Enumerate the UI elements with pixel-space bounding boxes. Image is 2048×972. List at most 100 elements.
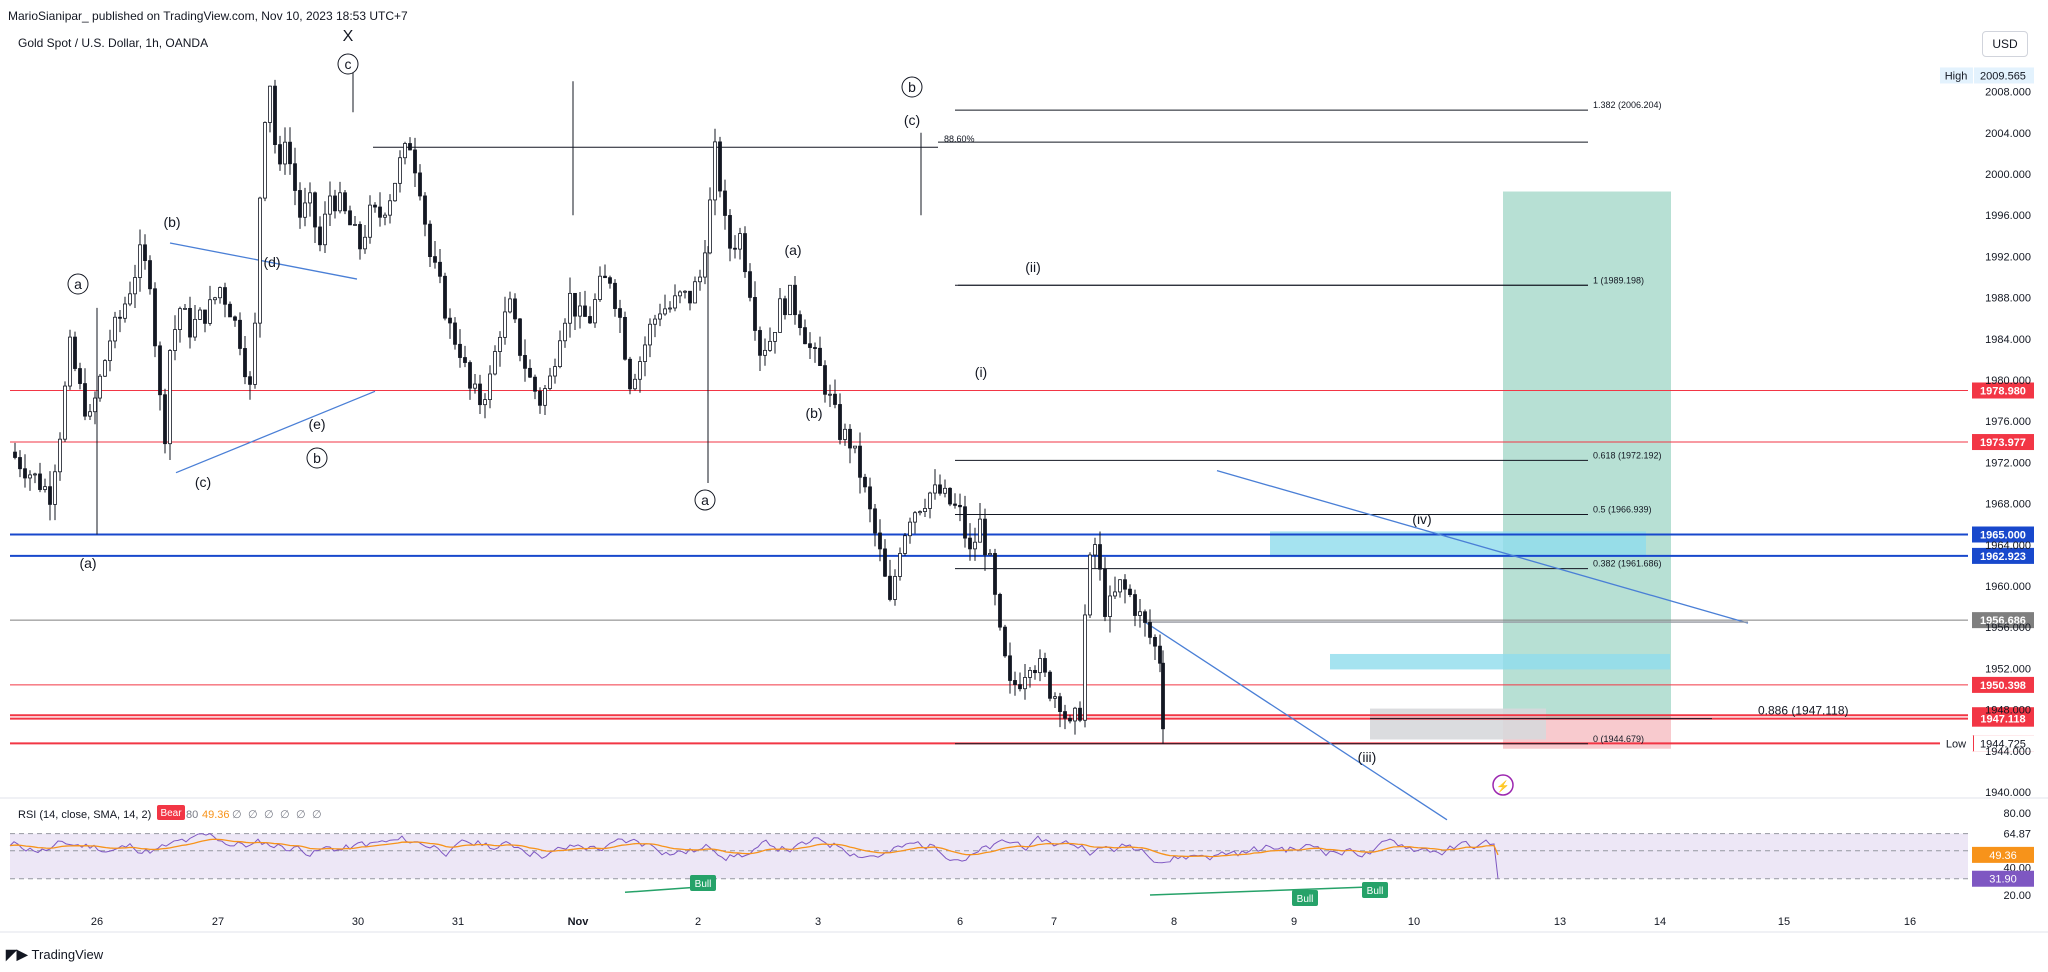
candle-body xyxy=(548,375,552,389)
x-tick-14: 15 xyxy=(1778,916,1790,928)
candle-body xyxy=(153,288,157,347)
candle-body xyxy=(33,473,37,476)
candle-body xyxy=(713,141,717,201)
candle-body xyxy=(453,322,457,345)
candle-body xyxy=(1103,568,1107,617)
candle-body xyxy=(623,316,627,360)
candle-body xyxy=(413,149,417,174)
candle-body xyxy=(628,358,632,390)
candle-body xyxy=(193,318,197,338)
candle-body xyxy=(943,487,947,494)
candle-body xyxy=(483,399,487,406)
candle-body xyxy=(763,349,767,356)
price-tick-16: 2004.000 xyxy=(1985,128,2031,140)
candle-body xyxy=(983,518,987,556)
wave-label-5: a xyxy=(74,276,82,292)
candle-body xyxy=(468,362,472,389)
candle-body xyxy=(443,275,447,319)
candle-body xyxy=(858,445,862,478)
candle-body xyxy=(873,508,877,534)
candle-body xyxy=(208,299,212,324)
rsi-band xyxy=(10,833,1968,879)
candle-body xyxy=(178,308,182,330)
candle-body xyxy=(893,576,897,600)
candle-body xyxy=(403,143,407,159)
candle-body xyxy=(318,226,322,246)
divergence-line-1 xyxy=(1149,886,1376,896)
price-tick-6: 1964.000 xyxy=(1985,540,2031,552)
candle-body xyxy=(748,271,752,298)
candle-body xyxy=(828,393,832,396)
candle-body xyxy=(853,445,857,449)
candle-body xyxy=(293,163,297,191)
fib-extra-label: 0.886 (1947.118) xyxy=(1758,704,1849,718)
candle-body xyxy=(233,316,237,321)
candle-body xyxy=(1008,655,1012,681)
wave-label-1: c xyxy=(345,56,352,72)
candle-body xyxy=(223,287,227,305)
candle-body xyxy=(673,295,677,309)
bull-tag-1 xyxy=(1292,890,1318,906)
candle-body xyxy=(603,275,607,279)
candle-body xyxy=(408,143,412,151)
candle-body xyxy=(168,350,172,445)
price-tick-8: 1972.000 xyxy=(1985,457,2031,469)
candle-body xyxy=(323,213,327,246)
candle-body xyxy=(418,172,422,197)
level-tag-5 xyxy=(1972,676,2034,693)
candle-body xyxy=(1013,680,1017,685)
retrace-label: 88.60% xyxy=(944,134,975,144)
candle-body xyxy=(473,383,477,389)
rsi-ma-tag xyxy=(1972,846,2034,863)
candles xyxy=(13,79,1165,745)
high-tag xyxy=(1940,67,1973,84)
candle-body xyxy=(1023,677,1027,690)
candle-body xyxy=(73,336,77,369)
level-value-2: 1965.000 xyxy=(1980,530,2026,542)
candle-body xyxy=(693,281,697,304)
price-tick-13: 1992.000 xyxy=(1985,251,2031,263)
candle-body xyxy=(1083,614,1087,721)
wave-label-7: (c) xyxy=(195,474,211,490)
tradingview-logo[interactable]: ◤▶ TradingView xyxy=(6,946,103,963)
candle-body xyxy=(843,428,847,440)
x-tick-10: 9 xyxy=(1291,916,1297,928)
fib-label-2: 0.618 (1972.192) xyxy=(1593,450,1662,460)
candle-body xyxy=(918,511,922,514)
candle-body xyxy=(743,233,747,273)
candle-body xyxy=(698,276,702,283)
candle-body xyxy=(398,157,402,184)
candle-body xyxy=(738,233,742,250)
candle-body xyxy=(423,195,427,225)
candle-body xyxy=(18,457,22,470)
candle-body xyxy=(328,195,332,215)
fib-label-4: 0.382 (1961.686) xyxy=(1593,559,1662,569)
candle-body xyxy=(378,206,382,218)
price-tick-11: 1984.000 xyxy=(1985,334,2031,346)
bull-tag-label-0: Bull xyxy=(695,879,712,890)
candle-body xyxy=(363,236,367,250)
rsi-tick-1: 64.87 xyxy=(2003,829,2031,841)
candle-body xyxy=(43,486,47,490)
price-tick-3: 1952.000 xyxy=(1985,663,2031,675)
currency-button[interactable]: USD xyxy=(1982,31,2028,57)
candle-body xyxy=(938,484,942,494)
candle-body xyxy=(618,308,622,318)
candle-body xyxy=(993,553,997,595)
candle-body xyxy=(733,247,737,250)
candle-body xyxy=(1128,588,1132,595)
candle-body xyxy=(493,351,497,375)
candle-body xyxy=(638,361,642,380)
candle-body xyxy=(203,309,207,324)
price-tick-5: 1960.000 xyxy=(1985,581,2031,593)
x-tick-12: 13 xyxy=(1554,916,1566,928)
candle-body xyxy=(98,375,102,399)
candle-body xyxy=(68,336,72,387)
price-tick-1: 1944.000 xyxy=(1985,746,2031,758)
candle-body xyxy=(683,290,687,293)
candle-body xyxy=(213,297,217,301)
cyan-zone-lower xyxy=(1330,653,1670,670)
wave-circle-10 xyxy=(901,76,923,98)
cyan-zone-upper xyxy=(1270,531,1646,558)
